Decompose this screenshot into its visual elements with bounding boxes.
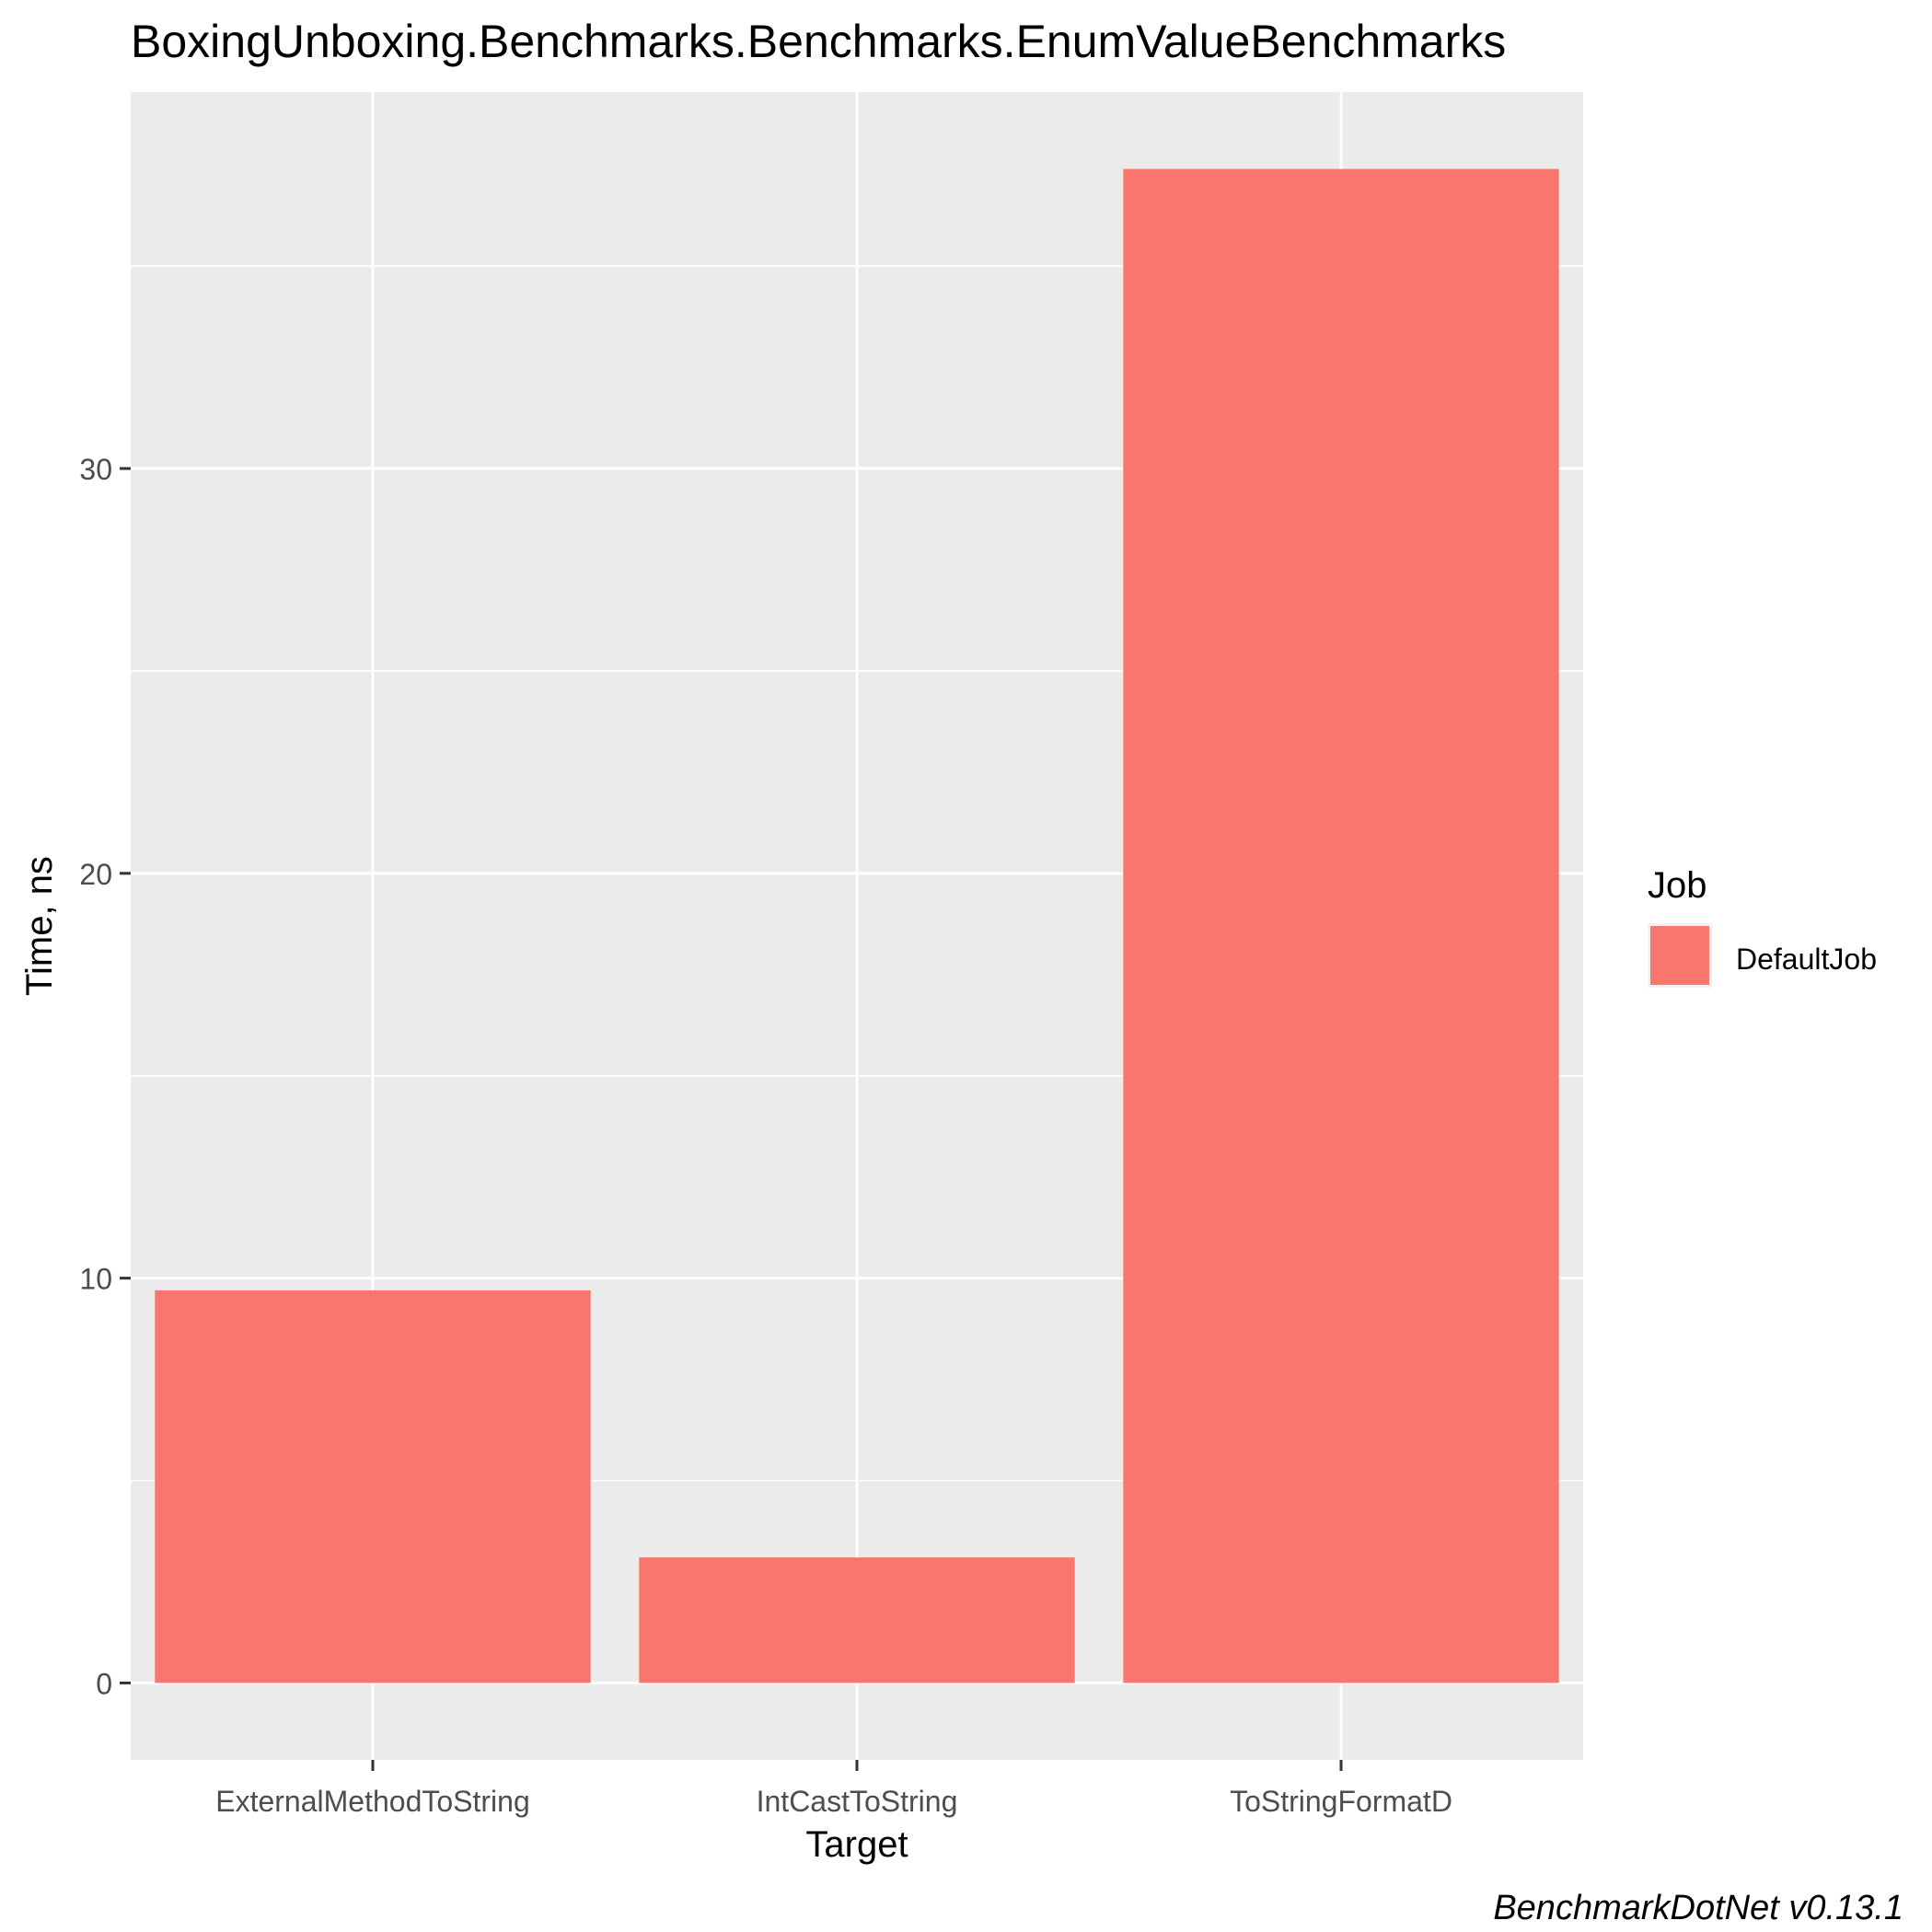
y-tick-label: 0 — [96, 1667, 112, 1700]
x-tick-label: IntCastToString — [757, 1785, 958, 1818]
x-axis: ExternalMethodToString IntCastToString ToS… — [215, 1760, 1452, 1818]
y-tick-label: 10 — [79, 1263, 112, 1296]
legend-label: DefaultJob — [1736, 943, 1877, 976]
legend: Job DefaultJob — [1648, 865, 1877, 988]
legend-title: Job — [1648, 865, 1707, 906]
y-axis-label: Time, ns — [19, 856, 60, 996]
x-tick-label: ToStringFormatD — [1230, 1785, 1452, 1818]
bars-group — [155, 168, 1559, 1683]
chart-title: BoxingUnboxing.Benchmarks.Benchmarks.Enu… — [131, 16, 1506, 67]
x-axis-label: Target — [805, 1824, 908, 1865]
chart-caption: BenchmarkDotNet v0.13.1 — [1493, 1889, 1903, 1927]
bar-ToStringFormatD — [1123, 168, 1559, 1683]
y-axis: 0 10 20 30 — [79, 453, 131, 1700]
y-tick-label: 20 — [79, 858, 112, 891]
x-tick-label: ExternalMethodToString — [215, 1785, 530, 1818]
bar-IntCastToString — [639, 1557, 1075, 1683]
legend-key-swatch — [1650, 926, 1709, 985]
bar-ExternalMethodToString — [155, 1290, 591, 1683]
y-tick-label: 30 — [79, 453, 112, 486]
